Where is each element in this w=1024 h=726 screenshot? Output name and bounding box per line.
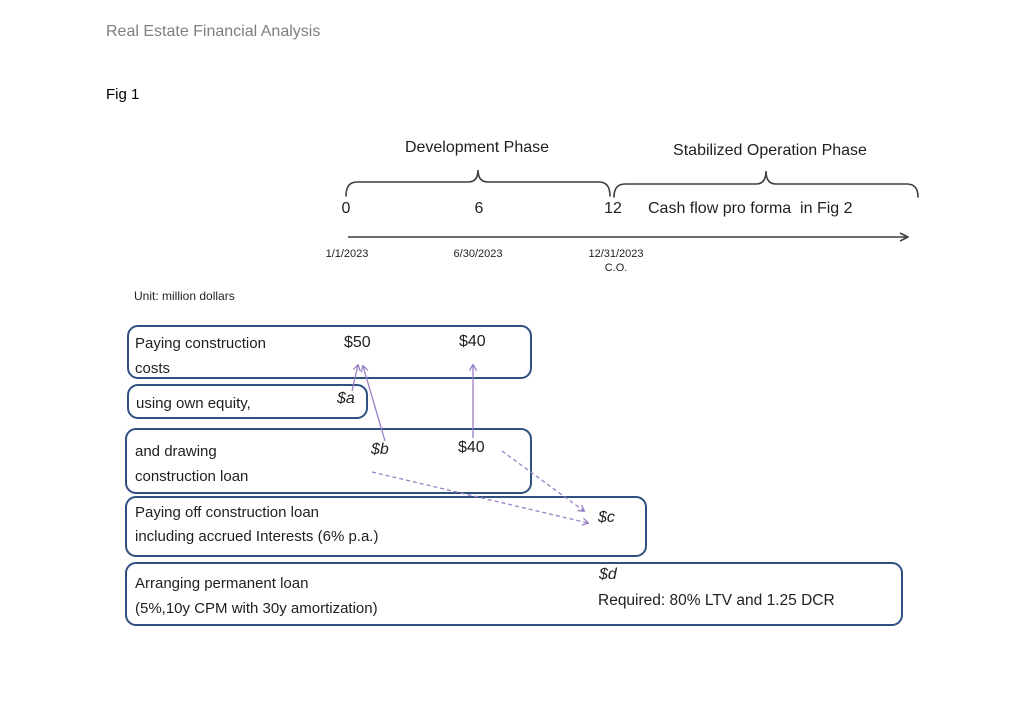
date-start: 1/1/2023	[325, 248, 369, 260]
phase-label-development: Development Phase	[404, 139, 550, 156]
amount-loan-month6: $40	[458, 439, 485, 456]
payoff-loan-line2: including accrued Interests (6% p.a.)	[135, 528, 379, 545]
amount-costs-month6: $40	[459, 333, 486, 350]
unit-note: Unit: million dollars	[134, 289, 235, 303]
co-label: C.O.	[604, 262, 628, 274]
box-own-equity	[127, 384, 368, 419]
amount-costs-month0: $50	[344, 334, 371, 351]
construction-loan-label: and drawing construction loan	[135, 439, 248, 489]
figure-label: Fig 1	[106, 86, 140, 103]
payoff-loan-label: Paying off construction loan including a…	[135, 501, 378, 549]
amount-equity-a: $a	[337, 390, 355, 407]
paying-costs-line2: costs	[135, 360, 171, 377]
own-equity-label: using own equity,	[136, 395, 251, 412]
box-permanent-loan	[125, 562, 903, 626]
permanent-loan-requirement: Required: 80% LTV and 1.25 DCR	[598, 592, 835, 609]
proforma-note: Cash flow pro forma in Fig 2	[648, 200, 853, 217]
paying-costs-line1: Paying construction	[135, 335, 266, 352]
box-paying-construction-costs	[127, 325, 532, 379]
date-end: 12/31/2023	[588, 248, 644, 260]
brace-development-phase	[345, 169, 611, 197]
phase-label-stabilized: Stabilized Operation Phase	[673, 142, 867, 159]
payoff-loan-line1: Paying off construction loan	[135, 504, 320, 521]
permanent-loan-label: Arranging permanent loan (5%,10y CPM wit…	[135, 571, 378, 621]
construction-loan-line1: and drawing	[135, 443, 217, 460]
construction-loan-line2: construction loan	[135, 468, 249, 485]
timeline-tick-0: 0	[341, 200, 351, 217]
paying-costs-label: Paying construction costs	[135, 331, 266, 381]
timeline-tick-6: 6	[474, 200, 484, 217]
amount-permanent-d: $d	[599, 566, 617, 583]
permanent-loan-line1: Arranging permanent loan	[135, 575, 309, 592]
brace-stabilized-phase	[613, 170, 919, 198]
date-mid: 6/30/2023	[453, 248, 503, 260]
timeline-tick-12: 12	[604, 200, 622, 217]
page-title: Real Estate Financial Analysis	[106, 23, 321, 40]
amount-loan-b: $b	[371, 441, 389, 458]
amount-payoff-c: $c	[598, 509, 615, 526]
permanent-loan-line2: (5%,10y CPM with 30y amortization)	[135, 600, 378, 617]
